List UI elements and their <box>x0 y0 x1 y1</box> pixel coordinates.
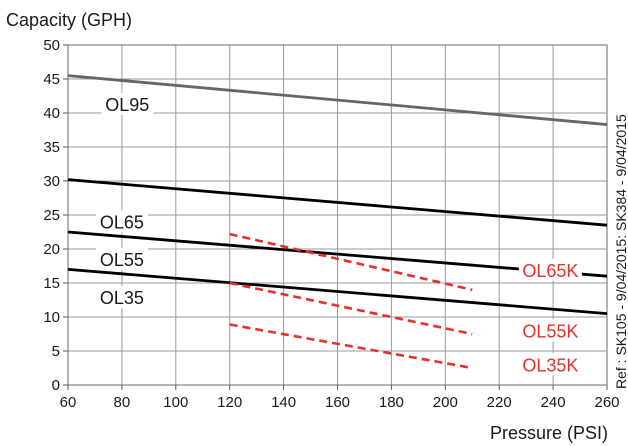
series-label-ol55: OL55 <box>100 250 144 270</box>
label-background <box>95 285 148 308</box>
x-tick-label: 180 <box>379 394 404 411</box>
reference-note: Ref : SK105 - 9/04/2015: SK384 - 9/04/20… <box>613 114 628 389</box>
series-line-ol55k <box>229 281 473 336</box>
y-tick-label: 15 <box>43 275 60 292</box>
plot-area: OL95 OL65 OL55 OL35 OL65K OL55K OL35K <box>67 74 608 376</box>
grid <box>63 44 608 390</box>
label-background <box>101 92 154 115</box>
series-label-ol65k: OL65K <box>522 261 578 281</box>
x-tick-label: 220 <box>487 394 512 411</box>
series-line-ol65 <box>67 178 608 227</box>
y-tick-label: 45 <box>43 71 60 88</box>
x-tick-label: 140 <box>271 394 296 411</box>
x-tick-label: 60 <box>60 394 77 411</box>
y-axis-title: Capacity (GPH) <box>6 10 132 30</box>
y-tick-label: 50 <box>43 37 60 54</box>
series-line-ol55 <box>67 230 608 278</box>
y-tick-label: 40 <box>43 105 60 122</box>
series-line-ol35k <box>229 323 473 370</box>
series-line-ol35 <box>67 268 608 315</box>
y-tick-label: 35 <box>43 139 60 156</box>
series-label-ol55k: OL55K <box>522 321 578 341</box>
x-axis-title: Pressure (PSI) <box>490 423 608 443</box>
series-label-ol65: OL65 <box>100 212 144 232</box>
label-background <box>518 319 582 342</box>
series-label-ol35k: OL35K <box>522 355 578 375</box>
y-tick-label: 25 <box>43 207 60 224</box>
series-line-ol65k <box>229 232 473 292</box>
x-tick-label: 160 <box>325 394 350 411</box>
label-background <box>518 258 582 281</box>
label-background <box>95 247 148 270</box>
x-tick-label: 80 <box>114 394 131 411</box>
x-tick-label: 100 <box>163 394 188 411</box>
tick-labels: 60 80 100 120 140 160 180 200 220 240 260 0 5 10 15 20 2… <box>43 37 619 411</box>
x-tick-label: 120 <box>217 394 242 411</box>
series-lines <box>67 74 608 370</box>
y-tick-label: 30 <box>43 173 60 190</box>
x-tick-label: 200 <box>433 394 458 411</box>
y-tick-label: 0 <box>52 377 60 394</box>
series-label-ol95: OL95 <box>105 95 149 115</box>
x-tick-label: 260 <box>594 394 619 411</box>
x-tick-label: 240 <box>541 394 566 411</box>
series-label-ol35: OL35 <box>100 288 144 308</box>
y-tick-label: 20 <box>43 241 60 258</box>
series-labels: OL95 OL65 OL55 OL35 OL65K OL55K OL35K <box>95 92 582 376</box>
label-background <box>95 210 148 233</box>
y-tick-label: 10 <box>43 309 60 326</box>
plot-frame <box>67 44 608 386</box>
series-line-ol95 <box>67 74 608 126</box>
label-background <box>518 353 582 376</box>
y-tick-label: 5 <box>52 343 60 360</box>
